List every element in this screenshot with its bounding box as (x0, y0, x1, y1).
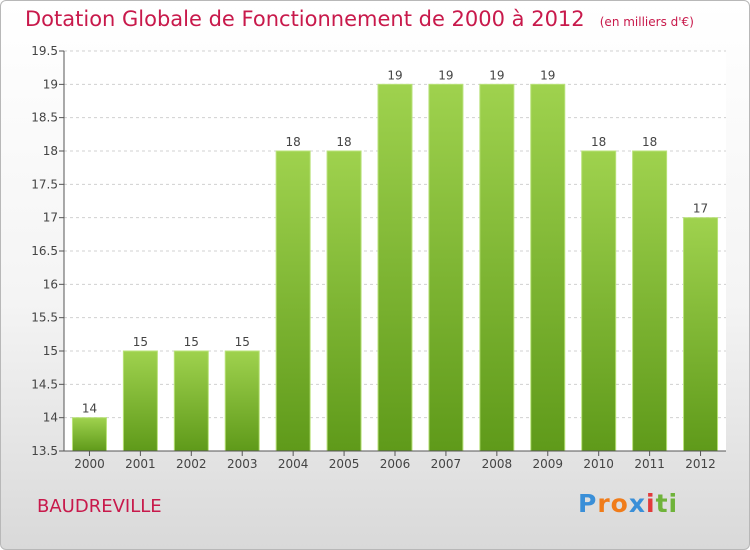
bar[interactable] (632, 150, 668, 452)
proxiti-logo[interactable]: Proxiti (578, 489, 678, 518)
x-tick-label: 2001 (125, 457, 156, 471)
bar[interactable] (581, 150, 617, 452)
logo-letter: t (655, 489, 669, 518)
commune-name: BAUDREVILLE (37, 496, 162, 517)
y-tick-label: 15.5 (31, 311, 58, 325)
logo-letter: o (610, 489, 629, 518)
bars: 14 15 15 15 18 18 19 19 19 19 18 18 17 (71, 68, 719, 452)
x-axis: 2000 2001 2002 2003 2004 2005 2006 2007 2008 2009… (64, 450, 726, 471)
data-label: 18 (591, 135, 606, 149)
logo-letter: x (628, 489, 646, 518)
y-tick-label: 17 (43, 211, 58, 225)
bar[interactable] (275, 150, 311, 452)
y-tick-label: 14.5 (31, 377, 58, 391)
bar[interactable] (122, 350, 158, 452)
logo-letter: r (597, 489, 611, 518)
logo-letter: i (646, 489, 656, 518)
bar[interactable] (479, 83, 515, 452)
x-tick-label: 2009 (532, 457, 563, 471)
x-tick-label: 2011 (634, 457, 665, 471)
data-label: 15 (133, 335, 148, 349)
chart-title: Dotation Globale de Fonctionnement de 20… (25, 7, 694, 31)
y-tick-label: 15 (43, 344, 58, 358)
y-tick-label: 19 (43, 77, 58, 91)
x-tick-label: 2004 (278, 457, 309, 471)
data-label: 19 (489, 68, 504, 82)
chart-title-text: Dotation Globale de Fonctionnement de 20… (25, 7, 585, 31)
y-tick-label: 16.5 (31, 244, 58, 258)
x-tick-label: 2008 (482, 457, 513, 471)
x-tick-label: 2006 (380, 457, 411, 471)
bar[interactable] (683, 217, 719, 452)
chart-unit: (en milliers d'€) (599, 15, 694, 29)
y-tick-label: 18 (43, 144, 58, 158)
logo-letter: P (578, 489, 598, 518)
bar[interactable] (326, 150, 362, 452)
y-tick-label: 18.5 (31, 111, 58, 125)
bar[interactable] (173, 350, 209, 452)
bar[interactable] (428, 83, 464, 452)
data-label: 18 (286, 135, 301, 149)
y-axis: 13.5 14 14.5 15 15.5 16 16.5 17 17.5 18 18.5 19 19.5 (31, 44, 65, 458)
data-label: 14 (82, 402, 97, 416)
bar[interactable] (377, 83, 413, 452)
x-tick-label: 2012 (685, 457, 716, 471)
bar[interactable] (224, 350, 260, 452)
data-label: 18 (336, 135, 351, 149)
y-tick-label: 16 (43, 277, 58, 291)
bar[interactable] (71, 417, 107, 452)
data-label: 18 (642, 135, 657, 149)
x-tick-label: 2002 (176, 457, 207, 471)
x-tick-label: 2000 (74, 457, 105, 471)
x-tick-label: 2003 (227, 457, 258, 471)
data-label: 17 (693, 202, 708, 216)
data-label: 19 (387, 68, 402, 82)
y-tick-label: 14 (43, 411, 58, 425)
bar[interactable] (530, 83, 566, 452)
x-tick-label: 2005 (329, 457, 360, 471)
data-label: 15 (235, 335, 250, 349)
y-tick-label: 17.5 (31, 177, 58, 191)
logo-letter: i (668, 489, 679, 518)
data-label: 19 (540, 68, 555, 82)
y-tick-label: 19.5 (31, 44, 58, 58)
data-label: 15 (184, 335, 199, 349)
y-tick-label: 13.5 (31, 444, 58, 458)
x-tick-label: 2007 (431, 457, 462, 471)
data-label: 19 (438, 68, 453, 82)
x-tick-label: 2010 (583, 457, 614, 471)
